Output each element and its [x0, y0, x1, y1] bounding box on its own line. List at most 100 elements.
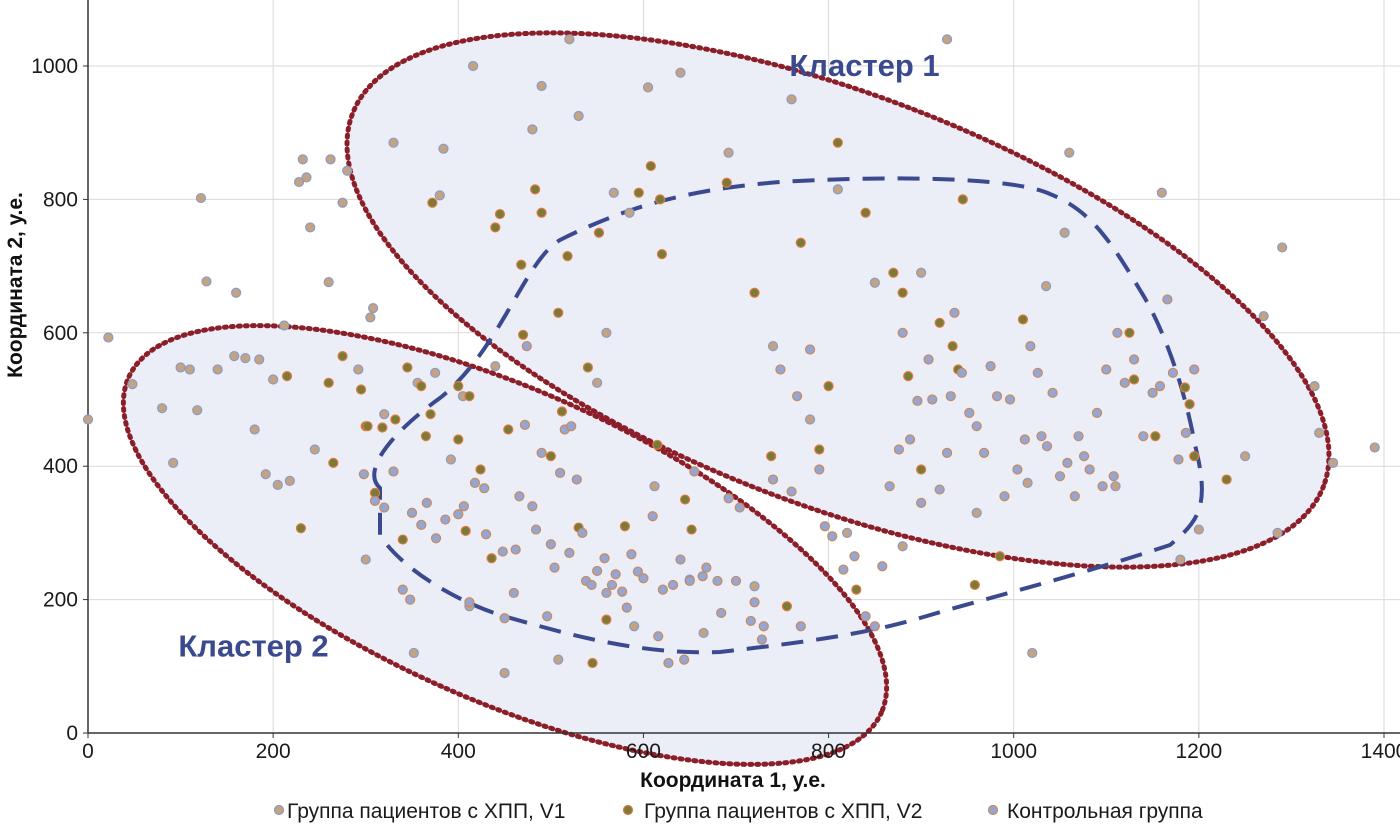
point-v1	[297, 154, 308, 165]
point-control	[421, 497, 432, 508]
point-control	[956, 367, 967, 378]
point-control	[397, 584, 408, 595]
point-v1	[293, 176, 305, 188]
point-control	[497, 546, 508, 557]
point-control	[697, 571, 708, 582]
point-v2	[503, 424, 514, 435]
point-v1	[499, 667, 510, 679]
point-v2	[593, 227, 605, 238]
point-v1	[305, 222, 316, 233]
point-v1	[1027, 647, 1038, 659]
point-control	[945, 391, 956, 402]
point-v1	[430, 367, 441, 378]
point-v1	[536, 80, 547, 92]
point-control	[632, 566, 643, 577]
point-v2	[475, 464, 486, 475]
point-v2	[516, 259, 527, 270]
point-v2	[460, 525, 471, 536]
point-v2	[490, 222, 501, 233]
point-control	[527, 501, 538, 512]
point-control	[985, 361, 996, 372]
point-control	[912, 395, 923, 406]
point-control	[416, 519, 427, 530]
point-control	[564, 547, 575, 559]
point-v1	[103, 332, 114, 343]
point-v1	[175, 362, 186, 373]
point-control	[499, 613, 510, 624]
point-control	[819, 521, 830, 532]
legend-item-v1: Группа пациентов с ХПП, V1	[273, 800, 565, 823]
point-control	[1041, 441, 1053, 452]
point-control	[786, 486, 797, 497]
point-v1	[1022, 477, 1033, 488]
point-control	[469, 477, 481, 488]
x-tick-label: 800	[811, 740, 846, 763]
point-control	[1108, 471, 1119, 482]
point-v1	[941, 34, 953, 45]
point-control	[601, 587, 612, 599]
point-control	[1025, 341, 1036, 352]
point-v2	[337, 351, 348, 362]
point-v1	[916, 267, 927, 278]
point-control	[684, 575, 695, 587]
point-v1	[1193, 524, 1204, 535]
y-tick-label: 200	[43, 589, 78, 612]
point-control	[934, 484, 945, 495]
point-control	[701, 562, 712, 573]
point-v1	[601, 327, 612, 338]
point-v1	[564, 34, 575, 45]
point-control	[1101, 364, 1112, 375]
point-control	[756, 634, 768, 645]
axis-titles: Координата 1, у.е. Координата 2, у.е.	[4, 192, 826, 792]
point-v2	[328, 457, 339, 468]
point-control	[542, 611, 553, 622]
point-control	[480, 529, 492, 540]
point-v2	[781, 601, 793, 612]
point-v2	[633, 187, 644, 198]
point-control	[586, 579, 597, 591]
point-v1	[284, 475, 295, 486]
cluster-annotations: Кластер 1 Кластер 2	[178, 48, 939, 663]
point-v1	[368, 303, 379, 314]
point-control	[599, 553, 610, 564]
point-control	[1078, 451, 1090, 462]
point-control	[1097, 481, 1108, 492]
point-v1	[438, 143, 449, 154]
point-control	[999, 491, 1010, 502]
point-v2	[679, 494, 691, 505]
point-control	[405, 594, 416, 605]
legend-marker-control	[987, 804, 999, 816]
point-v1	[379, 409, 390, 420]
point-v1	[231, 287, 242, 298]
point-control	[577, 527, 588, 539]
point-control	[1128, 354, 1140, 365]
point-v1	[445, 454, 456, 465]
point-control	[795, 621, 806, 632]
point-control	[1189, 364, 1200, 375]
point-v1	[1240, 451, 1251, 462]
point-control	[549, 562, 560, 573]
point-v1	[1309, 381, 1320, 392]
point-v2	[425, 409, 436, 420]
point-v1	[249, 424, 260, 435]
legend-label-control: Контрольная группа	[1007, 800, 1203, 823]
point-v2	[860, 207, 871, 218]
legend-marker-v2	[622, 804, 634, 816]
point-v1	[82, 414, 94, 425]
point-v2	[1150, 431, 1161, 442]
point-v2	[795, 237, 806, 248]
point-v1	[279, 320, 290, 331]
point-control	[647, 511, 658, 522]
point-control	[663, 657, 674, 669]
point-control	[379, 502, 390, 513]
point-v2	[587, 657, 598, 669]
point-v2	[486, 553, 497, 564]
point-control	[621, 602, 632, 613]
point-control	[1019, 434, 1030, 445]
point-control	[626, 549, 637, 560]
point-v2	[645, 160, 656, 172]
point-control	[406, 507, 418, 518]
point-control	[464, 597, 475, 608]
point-control	[1167, 367, 1179, 378]
point-control	[1173, 454, 1184, 465]
